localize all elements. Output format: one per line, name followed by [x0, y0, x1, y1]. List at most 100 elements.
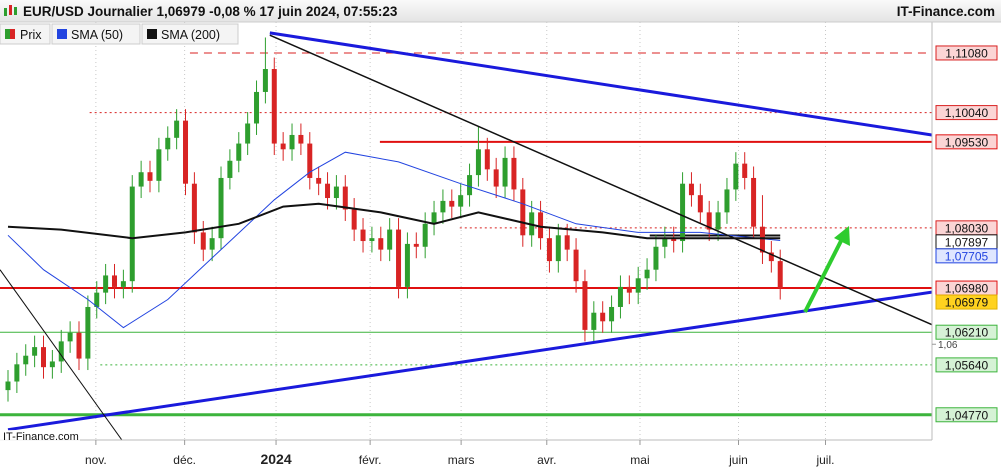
- candle-body: [742, 163, 748, 178]
- candle-body: [600, 312, 606, 322]
- candle-body: [183, 120, 189, 184]
- legend-item: [141, 23, 239, 45]
- legend-swatch: [10, 29, 15, 39]
- candle-body: [32, 347, 38, 356]
- candle-body: [671, 238, 677, 242]
- candle-body: [14, 364, 20, 382]
- level-label-box: [935, 105, 998, 121]
- legend-item: [51, 23, 141, 45]
- candle-body: [777, 261, 783, 289]
- header-title: EUR/USD Journalier 1,06979 -0,08 % 17 ju…: [23, 4, 398, 19]
- x-tick-label: juil.: [815, 453, 834, 467]
- level-label: 1,11080: [945, 46, 988, 60]
- candle-body: [644, 269, 650, 279]
- level-label: 1,08030: [945, 221, 989, 235]
- candle-body: [449, 200, 455, 207]
- candle-body: [191, 183, 197, 233]
- candle-body: [112, 275, 118, 287]
- candle-body: [697, 195, 703, 213]
- candle-body: [458, 195, 464, 207]
- legend-label: Prix: [20, 28, 42, 42]
- candle-body: [271, 69, 277, 144]
- candle-body: [5, 381, 11, 391]
- trendline: [269, 31, 932, 137]
- candle-body: [298, 134, 304, 144]
- legend-swatch: [5, 29, 10, 39]
- candle-body: [440, 200, 446, 213]
- candle-body: [174, 120, 180, 138]
- x-tick-label: mai: [630, 453, 649, 467]
- level-label: 1,04770: [945, 408, 989, 422]
- header-icon: [9, 5, 12, 15]
- x-tick-label: déc.: [173, 453, 196, 467]
- candle-body: [378, 238, 384, 250]
- candle-body: [413, 243, 419, 247]
- candle-body: [262, 69, 268, 92]
- candle-body: [396, 229, 402, 287]
- candle-body: [209, 238, 215, 250]
- candle-body: [200, 232, 206, 250]
- candle-body: [280, 143, 286, 150]
- candle-body: [387, 229, 393, 250]
- level-label: 1,07705: [945, 249, 989, 263]
- candle-body: [680, 183, 686, 242]
- candle-body: [325, 183, 331, 199]
- x-tick-label: 2024: [260, 451, 291, 467]
- header-bar: [0, 0, 1001, 22]
- candle-body: [40, 347, 46, 368]
- candle-body: [582, 281, 588, 330]
- level-label-box: [935, 294, 998, 310]
- candle-body: [67, 332, 73, 342]
- candle-body: [706, 212, 712, 230]
- arrow-head: [834, 226, 850, 246]
- candle-body: [467, 175, 473, 196]
- candle-body: [555, 235, 561, 262]
- candle-body: [129, 186, 135, 282]
- candle-body: [733, 163, 739, 190]
- trendline: [0, 269, 123, 440]
- candle-body: [218, 177, 224, 239]
- candle-body: [333, 186, 339, 199]
- trendline: [7, 290, 932, 432]
- legend-swatch: [57, 29, 67, 39]
- candle-body: [573, 249, 579, 282]
- watermark: IT-Finance.com: [3, 431, 79, 443]
- level-label: 1,10040: [945, 106, 989, 120]
- candle-body: [609, 306, 615, 322]
- candle-body: [165, 137, 171, 150]
- candle-body: [120, 281, 126, 287]
- candle-body: [591, 312, 597, 330]
- candle-body: [422, 223, 428, 247]
- legend-label: SMA (50): [71, 28, 123, 42]
- sma-line: [7, 151, 781, 329]
- level-label: 1,05640: [945, 358, 989, 372]
- x-tick-label: avr.: [537, 453, 556, 467]
- candle-body: [546, 238, 552, 262]
- candle-body: [245, 123, 251, 144]
- candle-body: [662, 238, 668, 247]
- candle-body: [156, 149, 162, 181]
- legend: Prix SMA (50) SMA (200): [0, 23, 239, 45]
- level-label: 1,09530: [945, 135, 989, 149]
- x-tick-label: juin: [728, 453, 748, 467]
- watermark-bg: [0, 430, 80, 442]
- candle-body: [254, 91, 260, 124]
- candle-body: [502, 157, 508, 187]
- candle-body: [227, 160, 233, 178]
- candle-body: [103, 275, 109, 293]
- candle-body: [538, 212, 544, 239]
- candle-body: [715, 212, 721, 230]
- header-icon: [14, 7, 17, 15]
- candle-body: [493, 169, 499, 187]
- candle-body: [635, 278, 641, 293]
- candle-body: [475, 149, 481, 176]
- candle-body: [289, 134, 295, 150]
- legend-label: SMA (200): [161, 28, 220, 42]
- arrow: [803, 236, 845, 313]
- candle-body: [351, 209, 357, 230]
- candle-body: [564, 235, 570, 250]
- candle-body: [342, 186, 348, 210]
- legend-swatch: [147, 29, 157, 39]
